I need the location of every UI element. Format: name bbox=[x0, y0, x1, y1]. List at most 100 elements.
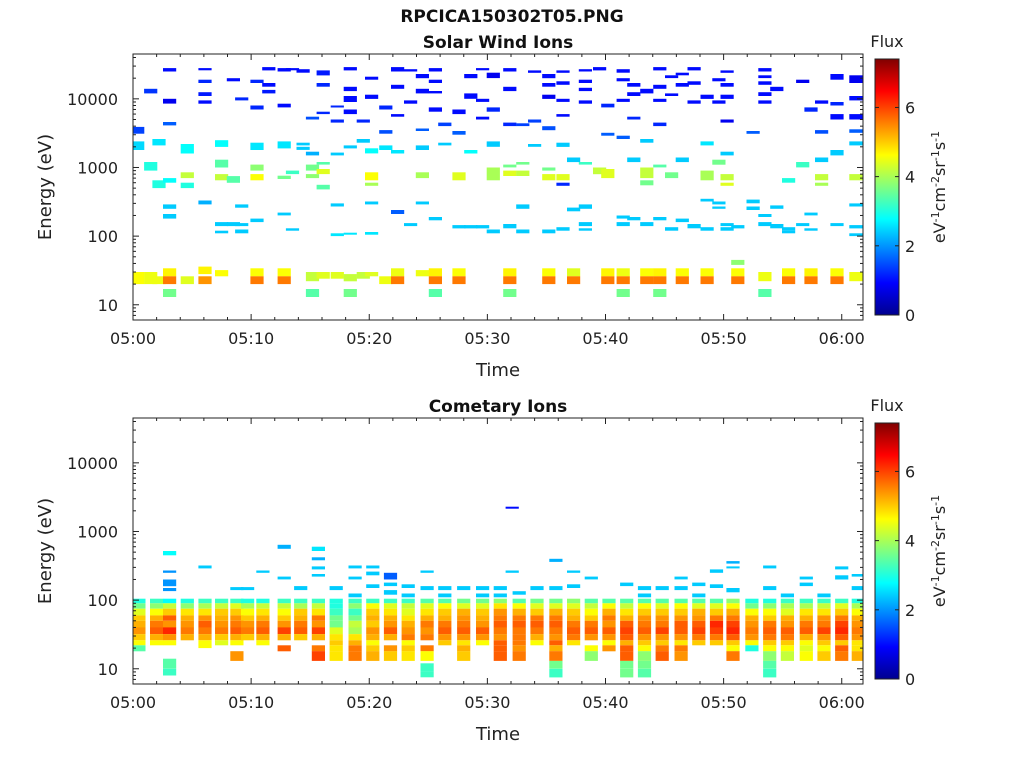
flux-cell bbox=[379, 130, 393, 134]
flux-cell bbox=[348, 634, 362, 641]
flux-cell bbox=[549, 620, 563, 628]
flux-cell bbox=[655, 645, 669, 652]
flux-cell bbox=[366, 603, 380, 609]
flux-cell bbox=[241, 598, 255, 604]
flux-cell bbox=[230, 608, 244, 616]
flux-cell bbox=[542, 94, 556, 99]
flux-cell bbox=[817, 603, 831, 609]
flux-cell bbox=[616, 268, 630, 277]
flux-cell bbox=[567, 268, 581, 277]
flux-cell bbox=[726, 615, 740, 621]
flux-cell bbox=[637, 603, 652, 609]
flux-cell bbox=[720, 94, 734, 99]
flux-cell bbox=[256, 627, 270, 635]
flux-cell bbox=[420, 634, 434, 641]
flux-cell bbox=[420, 608, 434, 616]
flux-cell bbox=[556, 81, 570, 85]
flux-cell bbox=[780, 608, 794, 616]
flux-cell bbox=[720, 119, 734, 123]
flux-cell bbox=[348, 576, 362, 580]
y-tick-label: 10 bbox=[98, 660, 118, 679]
flux-cell bbox=[763, 586, 777, 591]
flux-cell bbox=[530, 620, 544, 628]
flux-cell bbox=[198, 615, 212, 621]
flux-cell bbox=[620, 615, 634, 621]
flux-cell bbox=[404, 223, 418, 227]
flux-cell bbox=[516, 170, 530, 176]
flux-cell bbox=[584, 627, 598, 635]
flux-cell bbox=[180, 603, 194, 609]
flux-cell bbox=[420, 603, 434, 609]
panel-title: Solar Wind Ions bbox=[423, 33, 574, 53]
unit-exponent: -1 bbox=[929, 211, 942, 222]
flux-cell bbox=[230, 620, 244, 628]
flux-cell bbox=[305, 164, 320, 171]
flux-cell bbox=[262, 89, 276, 94]
flux-cell bbox=[796, 79, 810, 83]
flux-cell bbox=[329, 640, 343, 646]
flux-cell bbox=[653, 217, 667, 221]
flux-cell bbox=[549, 615, 563, 621]
flux-cell bbox=[516, 204, 530, 209]
flux-cell bbox=[763, 651, 777, 661]
flux-cell bbox=[198, 100, 212, 104]
flux-cell bbox=[464, 150, 478, 154]
flux-cell bbox=[311, 598, 325, 604]
y-tick-label: 10000 bbox=[67, 90, 118, 109]
flux-cell bbox=[851, 615, 863, 621]
flux-cell bbox=[627, 217, 641, 221]
flux-cell bbox=[316, 70, 330, 76]
flux-cell bbox=[476, 586, 490, 591]
flux-cell bbox=[163, 268, 177, 277]
flux-cell bbox=[277, 608, 291, 616]
flux-cell bbox=[712, 206, 726, 209]
flux-cell bbox=[584, 615, 598, 621]
flux-cell bbox=[637, 640, 652, 646]
flux-cell bbox=[457, 598, 471, 604]
flux-cell bbox=[163, 579, 177, 587]
flux-cell bbox=[383, 620, 398, 628]
flux-cell bbox=[277, 212, 291, 216]
unit-text: sr bbox=[930, 525, 949, 540]
flux-cell bbox=[311, 546, 325, 551]
y-axis-label: Energy (eV) bbox=[35, 498, 56, 604]
flux-cell bbox=[835, 608, 849, 616]
flux-cell bbox=[720, 182, 734, 186]
flux-cell bbox=[311, 620, 325, 628]
flux-cell bbox=[601, 268, 615, 277]
flux-cell bbox=[198, 634, 212, 641]
flux-cell bbox=[226, 78, 240, 82]
flux-cell bbox=[567, 615, 581, 621]
flux-cell bbox=[366, 634, 380, 641]
flux-cell bbox=[758, 75, 772, 79]
flux-cell bbox=[420, 586, 434, 591]
x-axis-label: Time bbox=[475, 724, 520, 745]
flux-cell bbox=[780, 645, 794, 652]
flux-cell bbox=[655, 598, 669, 604]
flux-cell bbox=[849, 203, 863, 207]
flux-cell bbox=[746, 206, 760, 210]
flux-cell bbox=[712, 100, 726, 104]
flux-cell bbox=[262, 67, 276, 71]
flux-cell bbox=[692, 634, 706, 641]
flux-cell bbox=[675, 276, 689, 285]
x-axis-label: Time bbox=[475, 360, 520, 381]
flux-cell bbox=[674, 576, 688, 580]
flux-cell bbox=[709, 640, 724, 646]
flux-cell bbox=[256, 603, 270, 609]
flux-cell bbox=[780, 634, 794, 641]
flux-cell bbox=[503, 122, 517, 127]
flux-cell bbox=[215, 270, 229, 277]
panel-solar-wind-ions: Solar Wind Ions 05:00 05:10 05:20 05:30 05:40… bbox=[35, 32, 949, 381]
flux-cell bbox=[637, 660, 652, 669]
flux-cell bbox=[383, 572, 398, 580]
flux-cell bbox=[512, 603, 526, 609]
flux-cell bbox=[726, 608, 740, 616]
flux-cell bbox=[567, 634, 581, 641]
flux-cell bbox=[415, 172, 429, 179]
flux-cell bbox=[348, 603, 362, 609]
flux-cell bbox=[503, 276, 517, 285]
flux-cell bbox=[674, 651, 688, 661]
flux-cell bbox=[835, 615, 849, 621]
x-tick-label: 05:30 bbox=[464, 329, 510, 348]
